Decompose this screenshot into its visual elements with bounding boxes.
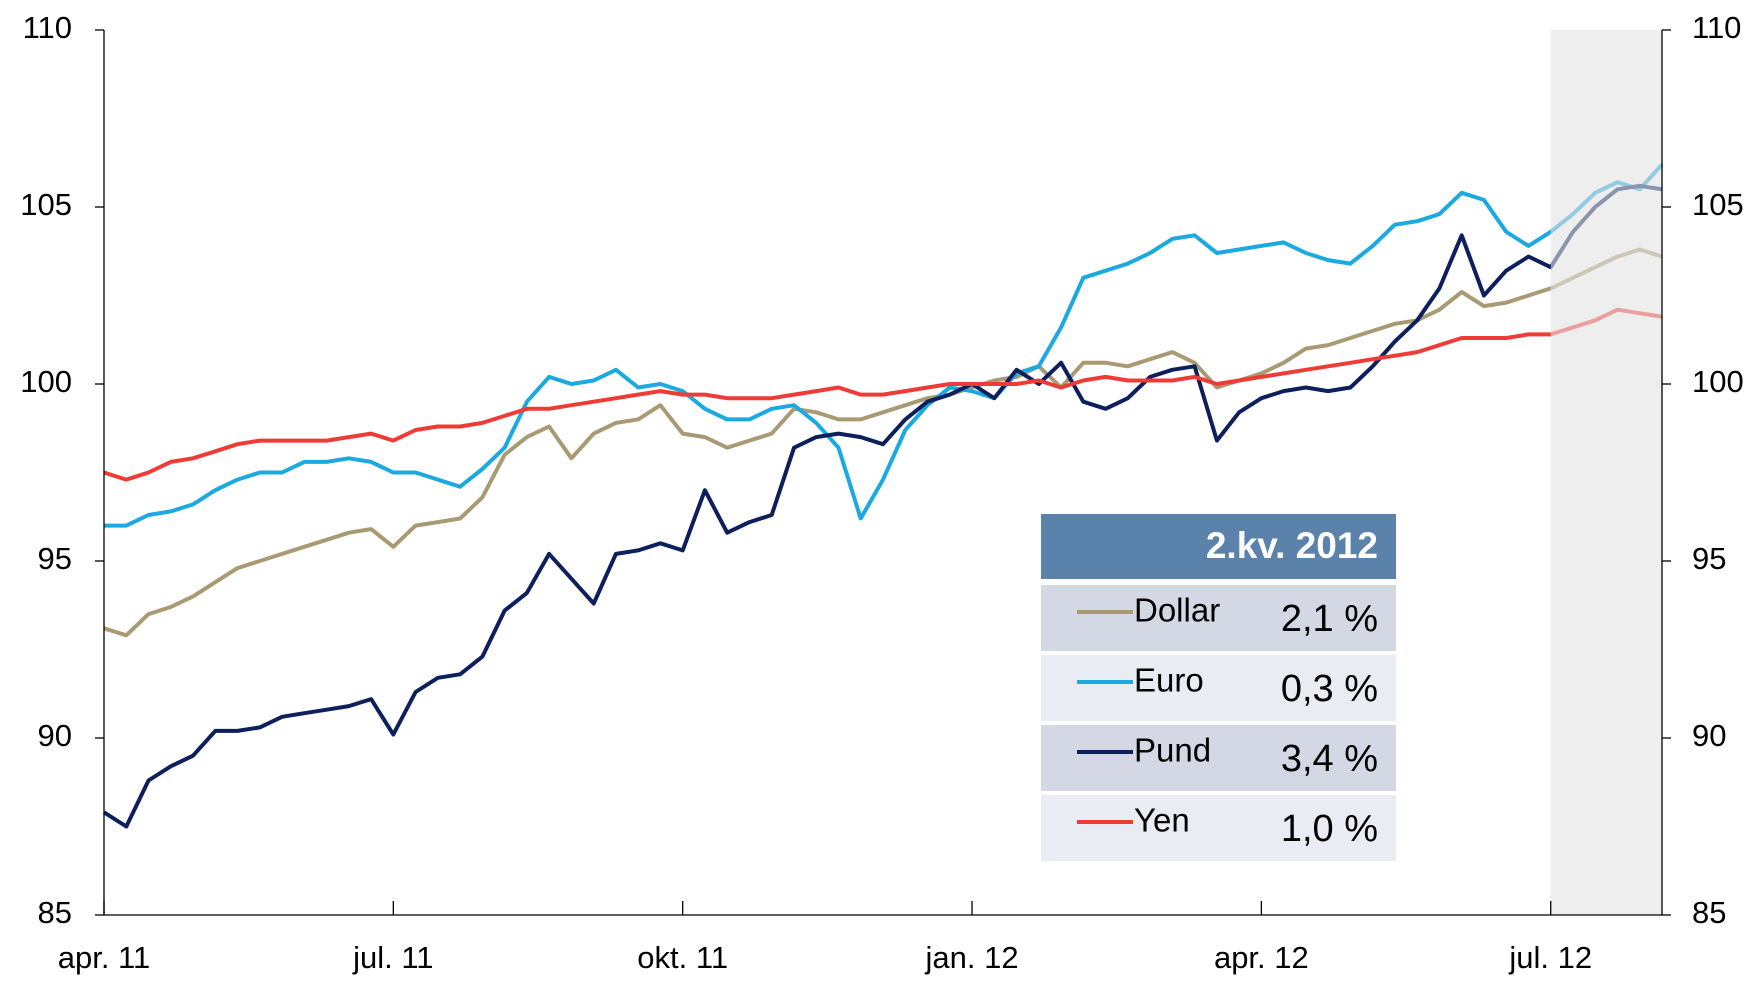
x-tick-label: apr. 12 — [1214, 940, 1309, 975]
series-line — [103, 247, 1663, 638]
y-tick-label-right: 90 — [1692, 718, 1726, 753]
legend-value: 2,1 % — [1281, 598, 1378, 640]
y-tick-label-left: 85 — [38, 895, 72, 930]
y-tick-label-right: 110 — [1692, 10, 1741, 45]
legend-title: 2.kv. 2012 — [1206, 525, 1378, 566]
legend-row — [1041, 725, 1396, 791]
x-tick-label: jul. 12 — [1508, 940, 1592, 975]
x-tick-label: jul. 11 — [352, 940, 433, 975]
x-tick-label: okt. 11 — [637, 940, 728, 975]
x-tick-label: apr. 11 — [58, 940, 151, 975]
legend-label: Dollar — [1134, 592, 1220, 629]
series-line — [104, 163, 1664, 528]
series-line — [103, 307, 1663, 482]
series-line — [102, 183, 1663, 829]
legend-row — [1041, 585, 1396, 651]
x-tick-label: jan. 12 — [924, 940, 1018, 975]
legend-label: Pund — [1134, 732, 1211, 769]
legend-row — [1041, 795, 1396, 861]
legend-value: 3,4 % — [1281, 738, 1378, 780]
legend-value: 1,0 % — [1281, 808, 1378, 850]
y-tick-label-right: 105 — [1692, 187, 1744, 222]
y-tick-label-right: 100 — [1692, 364, 1744, 399]
y-tick-label-left: 100 — [20, 364, 72, 399]
y-tick-label-left: 105 — [20, 187, 72, 222]
y-tick-label-right: 95 — [1692, 541, 1726, 576]
shaded-region — [1550, 30, 1662, 915]
y-tick-label-right: 85 — [1692, 895, 1726, 930]
legend-value: 0,3 % — [1281, 668, 1378, 710]
y-tick-label-left: 110 — [23, 10, 72, 45]
legend-row — [1041, 655, 1396, 721]
y-tick-label-left: 95 — [38, 541, 72, 576]
y-tick-label-left: 90 — [38, 718, 72, 753]
legend-header — [1041, 514, 1396, 579]
legend-label: Euro — [1134, 662, 1204, 699]
legend-label: Yen — [1134, 802, 1190, 839]
